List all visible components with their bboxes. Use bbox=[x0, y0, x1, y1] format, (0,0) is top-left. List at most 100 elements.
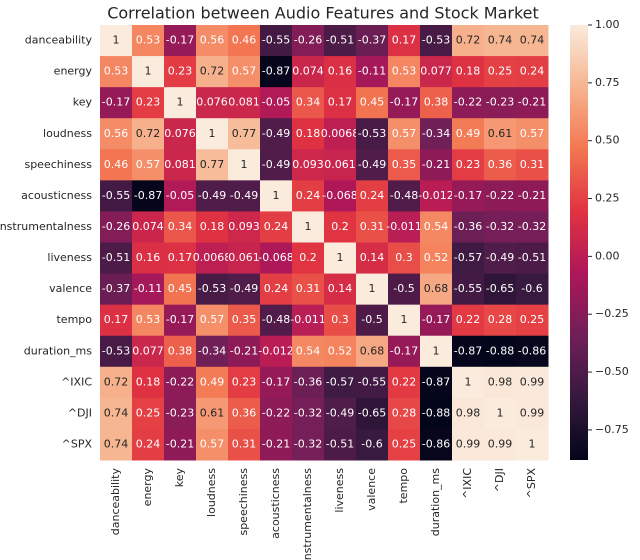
colorbar-tick-label: 0.75 bbox=[595, 76, 620, 89]
heatmap-cell bbox=[100, 428, 133, 461]
heatmap-cell bbox=[324, 87, 357, 119]
heatmap-cell bbox=[452, 335, 485, 368]
chart-title: Correlation between Audio Features and S… bbox=[107, 4, 539, 23]
cell-label: 0.61 bbox=[200, 406, 225, 419]
heatmap-cell bbox=[164, 428, 197, 461]
y-tick-label: ^DJI bbox=[68, 406, 92, 419]
cell-label: 0.077 bbox=[132, 344, 164, 357]
heatmap-cell bbox=[452, 118, 485, 150]
heatmap-cell bbox=[260, 273, 293, 306]
heatmap-cell bbox=[356, 242, 389, 275]
cell-label: 0.28 bbox=[392, 406, 417, 419]
heatmap-cell bbox=[324, 304, 357, 337]
cell-label: -0.53 bbox=[198, 282, 226, 295]
heatmap-cell bbox=[420, 366, 453, 399]
cell-label: 0.34 bbox=[168, 220, 193, 233]
x-tick-label: acousticness bbox=[269, 468, 282, 539]
heatmap-cell bbox=[484, 335, 517, 368]
cell-label: -0.36 bbox=[454, 220, 482, 233]
heatmap-cell bbox=[420, 149, 453, 181]
cell-label: 0.24 bbox=[296, 189, 321, 202]
cell-label: 0.98 bbox=[456, 406, 481, 419]
x-tick-label: ^IXIC bbox=[461, 468, 474, 499]
cell-label: 1 bbox=[209, 127, 216, 140]
heatmap-cell bbox=[292, 118, 325, 150]
cell-label: 0.24 bbox=[264, 220, 289, 233]
cell-label: -0.011 bbox=[386, 220, 421, 233]
heatmap-cell bbox=[164, 397, 197, 430]
heatmap-cell bbox=[132, 366, 165, 399]
heatmap-cell bbox=[292, 56, 325, 88]
heatmap-cell bbox=[164, 87, 197, 119]
heatmap-cell bbox=[196, 397, 229, 430]
cell-label: 0.076 bbox=[196, 96, 228, 109]
cell-label: -0.49 bbox=[358, 158, 386, 171]
heatmap-cell bbox=[388, 428, 421, 461]
heatmap-cell bbox=[356, 366, 389, 399]
cell-label: -0.49 bbox=[326, 406, 354, 419]
heatmap-cell bbox=[228, 87, 261, 119]
cell-label: 0.49 bbox=[456, 127, 481, 140]
cell-label: 0.061 bbox=[324, 158, 356, 171]
heatmap-cell bbox=[260, 87, 293, 119]
cell-label: -0.5 bbox=[393, 282, 414, 295]
heatmap-cell bbox=[164, 118, 197, 150]
heatmap-cell bbox=[100, 335, 133, 368]
colorbar-tick-label: −0.25 bbox=[595, 307, 629, 320]
cell-label: 1 bbox=[369, 282, 376, 295]
heatmap-cell bbox=[484, 397, 517, 430]
y-tick-label: liveness bbox=[47, 251, 92, 264]
heatmap-cell bbox=[196, 87, 229, 119]
heatmap-cell bbox=[484, 87, 517, 119]
cell-label: 0.17 bbox=[104, 313, 129, 326]
cell-label: 0.74 bbox=[520, 34, 545, 47]
cell-label: 0.14 bbox=[328, 282, 353, 295]
cell-label: 0.2 bbox=[331, 220, 349, 233]
x-tick-label: tempo bbox=[397, 468, 410, 504]
cell-label: -0.55 bbox=[262, 34, 290, 47]
cell-label: 0.52 bbox=[424, 251, 449, 264]
heatmap-cell bbox=[324, 118, 357, 150]
cell-label: 0.18 bbox=[296, 127, 321, 140]
cell-label: -0.21 bbox=[518, 189, 546, 202]
cell-label: 0.68 bbox=[360, 344, 385, 357]
cell-label: -0.21 bbox=[422, 158, 450, 171]
cell-label: 0.61 bbox=[488, 127, 513, 140]
heatmap-cell bbox=[484, 366, 517, 399]
cell-label: 0.0068 bbox=[193, 251, 232, 264]
heatmap-cell bbox=[164, 304, 197, 337]
cell-label: -0.53 bbox=[102, 344, 130, 357]
heatmap-cell bbox=[356, 180, 389, 212]
heatmap-cell bbox=[388, 25, 421, 57]
cell-label: -0.22 bbox=[454, 96, 482, 109]
heatmap-cell bbox=[388, 335, 421, 368]
cell-label: 0.23 bbox=[232, 375, 257, 388]
cell-label: 1 bbox=[305, 220, 312, 233]
x-tick-label: ^DJI bbox=[493, 468, 506, 492]
heatmap-cell bbox=[420, 335, 453, 368]
x-tick-label: speechiness bbox=[237, 468, 250, 536]
heatmap-cell bbox=[132, 242, 165, 275]
heatmap-cell bbox=[388, 242, 421, 275]
cell-label: -0.36 bbox=[294, 375, 322, 388]
heatmap-cell bbox=[516, 397, 549, 430]
heatmap-cell bbox=[164, 211, 197, 243]
cell-label: 0.093 bbox=[292, 158, 324, 171]
heatmap-cell bbox=[324, 242, 357, 275]
colorbar-tick-label: 0.00 bbox=[595, 249, 620, 262]
cell-label: -0.21 bbox=[262, 437, 290, 450]
heatmap-cell bbox=[388, 304, 421, 337]
heatmap-cell bbox=[100, 56, 133, 88]
y-tick-label: valence bbox=[49, 282, 92, 295]
heatmap-cell bbox=[260, 211, 293, 243]
cell-label: 0.57 bbox=[136, 158, 161, 171]
cell-label: -0.17 bbox=[262, 375, 290, 388]
heatmap-cell bbox=[452, 56, 485, 88]
cell-label: -0.49 bbox=[230, 282, 258, 295]
cell-label: -0.49 bbox=[230, 189, 258, 202]
heatmap-cell bbox=[420, 304, 453, 337]
cell-label: 0.24 bbox=[520, 65, 545, 78]
cell-label: -0.068 bbox=[322, 189, 357, 202]
heatmap-cell bbox=[356, 87, 389, 119]
